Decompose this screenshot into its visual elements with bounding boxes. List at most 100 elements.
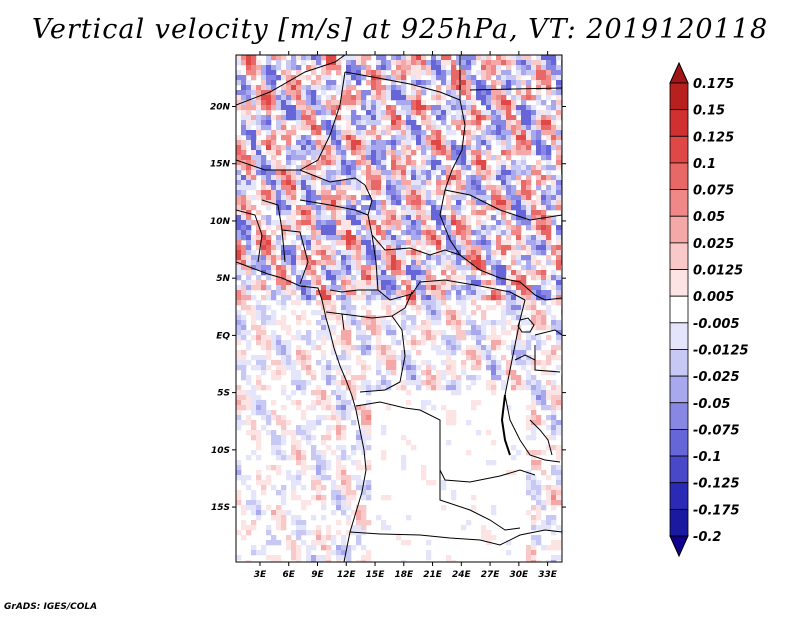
field-cell <box>241 95 247 101</box>
field-cell <box>281 115 287 121</box>
field-cell <box>361 265 367 271</box>
field-cell <box>421 100 427 106</box>
field-cell <box>396 180 402 186</box>
field-cell <box>296 370 302 376</box>
field-cell <box>336 465 342 471</box>
field-cell <box>366 150 372 156</box>
field-cell <box>326 245 332 251</box>
field-cell <box>236 310 242 316</box>
field-cell <box>376 280 382 286</box>
field-cell <box>411 170 417 176</box>
field-cell <box>336 475 342 481</box>
field-cell <box>556 200 562 206</box>
field-cell <box>541 340 547 346</box>
field-cell <box>321 160 327 166</box>
field-cell <box>496 375 502 381</box>
field-cell <box>281 165 287 171</box>
field-cell <box>466 350 472 356</box>
field-cell <box>491 65 497 71</box>
field-cell <box>481 220 487 226</box>
field-cell <box>346 225 352 231</box>
field-cell <box>281 360 287 366</box>
field-cell <box>351 140 357 146</box>
field-cell <box>426 315 432 321</box>
field-cell <box>286 60 292 66</box>
field-cell <box>326 395 332 401</box>
field-cell <box>396 150 402 156</box>
field-cell <box>301 170 307 176</box>
field-cell <box>471 195 477 201</box>
field-cell <box>331 450 337 456</box>
field-cell <box>506 310 512 316</box>
field-cell <box>546 435 552 441</box>
field-cell <box>271 245 277 251</box>
field-cell <box>376 170 382 176</box>
field-cell <box>321 250 327 256</box>
field-cell <box>421 170 427 176</box>
field-cell <box>516 160 522 166</box>
field-cell <box>461 165 467 171</box>
field-cell <box>541 320 547 326</box>
field-cell <box>316 560 322 562</box>
field-cell <box>366 240 372 246</box>
field-cell <box>366 295 372 301</box>
field-cell <box>441 340 447 346</box>
field-cell <box>536 195 542 201</box>
field-cell <box>366 260 372 266</box>
field-cell <box>356 430 362 436</box>
field-cell <box>431 335 437 341</box>
field-cell <box>501 315 507 321</box>
field-cell <box>351 315 357 321</box>
field-cell <box>546 355 552 361</box>
field-cell <box>361 505 367 511</box>
field-cell <box>411 295 417 301</box>
field-cell <box>251 255 257 261</box>
field-cell <box>311 130 317 136</box>
field-cell <box>526 355 532 361</box>
field-cell <box>241 330 247 336</box>
field-cell <box>256 145 262 151</box>
field-cell <box>386 95 392 101</box>
field-cell <box>381 100 387 106</box>
field-cell <box>406 60 412 66</box>
field-cell <box>361 365 367 371</box>
field-cell <box>521 150 527 156</box>
field-cell <box>236 250 242 256</box>
field-cell <box>411 265 417 271</box>
field-cell <box>491 385 497 391</box>
field-cell <box>371 265 377 271</box>
field-cell <box>271 160 277 166</box>
field-cell <box>261 140 267 146</box>
field-cell <box>446 265 452 271</box>
field-cell <box>496 90 502 96</box>
field-cell <box>356 55 362 61</box>
field-cell <box>296 360 302 366</box>
field-cell <box>321 470 327 476</box>
field-cell <box>276 195 282 201</box>
field-cell <box>481 195 487 201</box>
field-cell <box>446 345 452 351</box>
field-cell <box>536 535 542 541</box>
field-cell <box>241 110 247 116</box>
lat-label: 15N <box>210 160 231 170</box>
field-cell <box>456 215 462 221</box>
field-cell <box>331 85 337 91</box>
field-cell <box>541 115 547 121</box>
field-cell <box>321 400 327 406</box>
field-cell <box>376 205 382 211</box>
field-cell <box>436 210 442 216</box>
field-cell <box>301 185 307 191</box>
field-cell <box>546 295 552 301</box>
colorbar-segment <box>669 135 689 164</box>
field-cell <box>461 240 467 246</box>
field-cell <box>521 165 527 171</box>
field-cell <box>411 65 417 71</box>
field-cell <box>301 145 307 151</box>
field-cell <box>386 325 392 331</box>
field-cell <box>336 420 342 426</box>
field-cell <box>251 120 257 126</box>
field-cell <box>261 255 267 261</box>
field-cell <box>256 435 262 441</box>
field-cell <box>281 350 287 356</box>
field-cell <box>501 95 507 101</box>
